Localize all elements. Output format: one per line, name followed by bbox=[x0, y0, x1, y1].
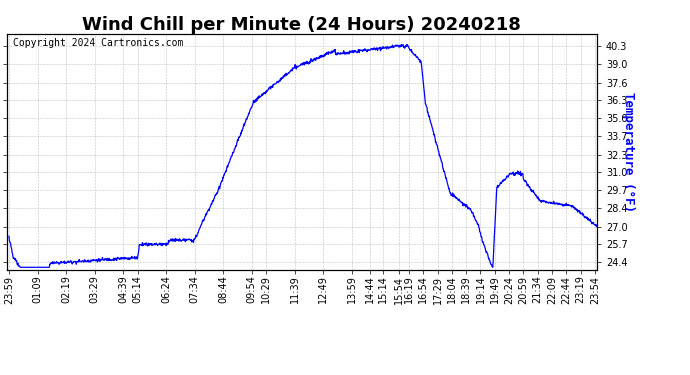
Y-axis label: Temperature (°F): Temperature (°F) bbox=[622, 92, 635, 212]
Text: Copyright 2024 Cartronics.com: Copyright 2024 Cartronics.com bbox=[13, 39, 183, 48]
Title: Wind Chill per Minute (24 Hours) 20240218: Wind Chill per Minute (24 Hours) 2024021… bbox=[82, 16, 522, 34]
